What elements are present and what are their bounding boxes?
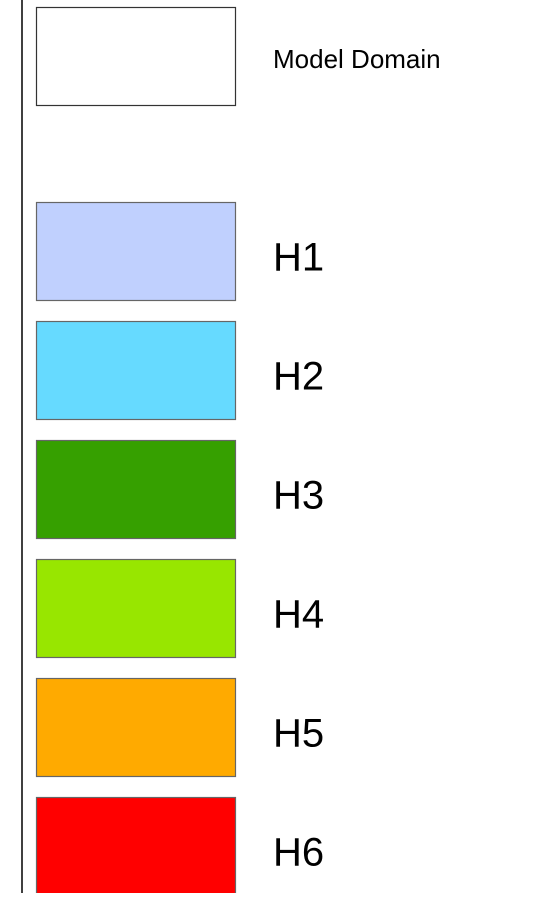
legend-swatch [35,677,237,778]
legend-swatch [35,201,237,302]
legend-label: H4 [273,593,324,637]
legend-label: H6 [273,831,324,875]
legend-label: H1 [273,236,324,280]
legend-label: Model Domain [273,44,441,74]
legend-label: H3 [273,474,324,518]
legend-swatch [35,320,237,421]
legend-swatch [35,558,237,659]
legend-swatch [35,439,237,540]
legend-swatch [35,796,237,897]
legend-label: H2 [273,355,324,399]
legend-swatch [35,6,237,107]
legend-label: H5 [273,712,324,756]
